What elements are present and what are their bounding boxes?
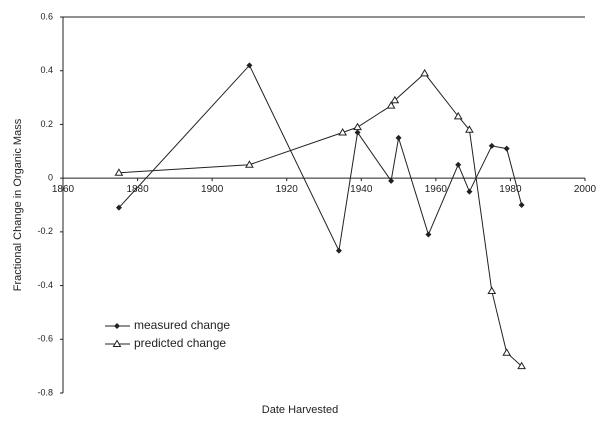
data-point bbox=[488, 142, 495, 149]
x-tick-label: 2000 bbox=[574, 184, 597, 195]
y-tick-label: 0.6 bbox=[40, 11, 53, 21]
data-point bbox=[390, 95, 400, 104]
y-axis-label: Fractional Change in Organic Mass bbox=[12, 118, 24, 291]
series-line bbox=[118, 72, 522, 367]
x-tick-label: 1880 bbox=[126, 184, 149, 195]
series-line bbox=[118, 64, 523, 253]
data-point bbox=[518, 202, 525, 208]
data-point bbox=[115, 204, 122, 211]
data-point bbox=[502, 348, 512, 356]
data-point bbox=[465, 125, 474, 133]
legend-label: measured change bbox=[134, 318, 230, 332]
y-tick-label: 0.4 bbox=[40, 65, 53, 75]
data-point bbox=[466, 188, 473, 195]
data-point bbox=[388, 177, 395, 184]
legend-marker bbox=[112, 339, 122, 347]
data-point bbox=[420, 68, 430, 77]
y-tick-label: 0 bbox=[48, 173, 53, 183]
data-point bbox=[354, 129, 361, 136]
y-tick-label: -0.6 bbox=[37, 334, 53, 344]
data-point bbox=[386, 101, 396, 109]
x-tick-label: 1960 bbox=[425, 184, 448, 195]
data-point bbox=[245, 160, 254, 168]
data-point bbox=[338, 127, 348, 136]
data-point bbox=[517, 361, 526, 370]
data-point bbox=[453, 111, 463, 120]
y-tick-label: 0.2 bbox=[40, 119, 53, 129]
data-point bbox=[353, 122, 362, 131]
data-point bbox=[503, 145, 510, 152]
x-tick-label: 1940 bbox=[350, 184, 373, 195]
data-point bbox=[395, 134, 402, 141]
y-tick-label: -0.4 bbox=[37, 280, 53, 290]
x-tick-label: 1900 bbox=[201, 184, 224, 195]
x-tick-label: 1860 bbox=[52, 184, 75, 195]
y-tick-label: -0.2 bbox=[37, 226, 53, 236]
legend-marker bbox=[114, 323, 120, 329]
legend-label: predicted change bbox=[134, 336, 226, 350]
data-point bbox=[487, 286, 497, 294]
data-point bbox=[425, 231, 432, 238]
data-point bbox=[114, 168, 124, 176]
x-axis-label: Date Harvested bbox=[262, 404, 338, 416]
data-point bbox=[455, 161, 462, 168]
data-point bbox=[246, 62, 253, 69]
y-tick-label: -0.8 bbox=[37, 387, 53, 397]
x-tick-label: 1920 bbox=[276, 184, 299, 195]
x-tick-label: 1980 bbox=[499, 184, 522, 195]
data-point bbox=[335, 247, 342, 254]
